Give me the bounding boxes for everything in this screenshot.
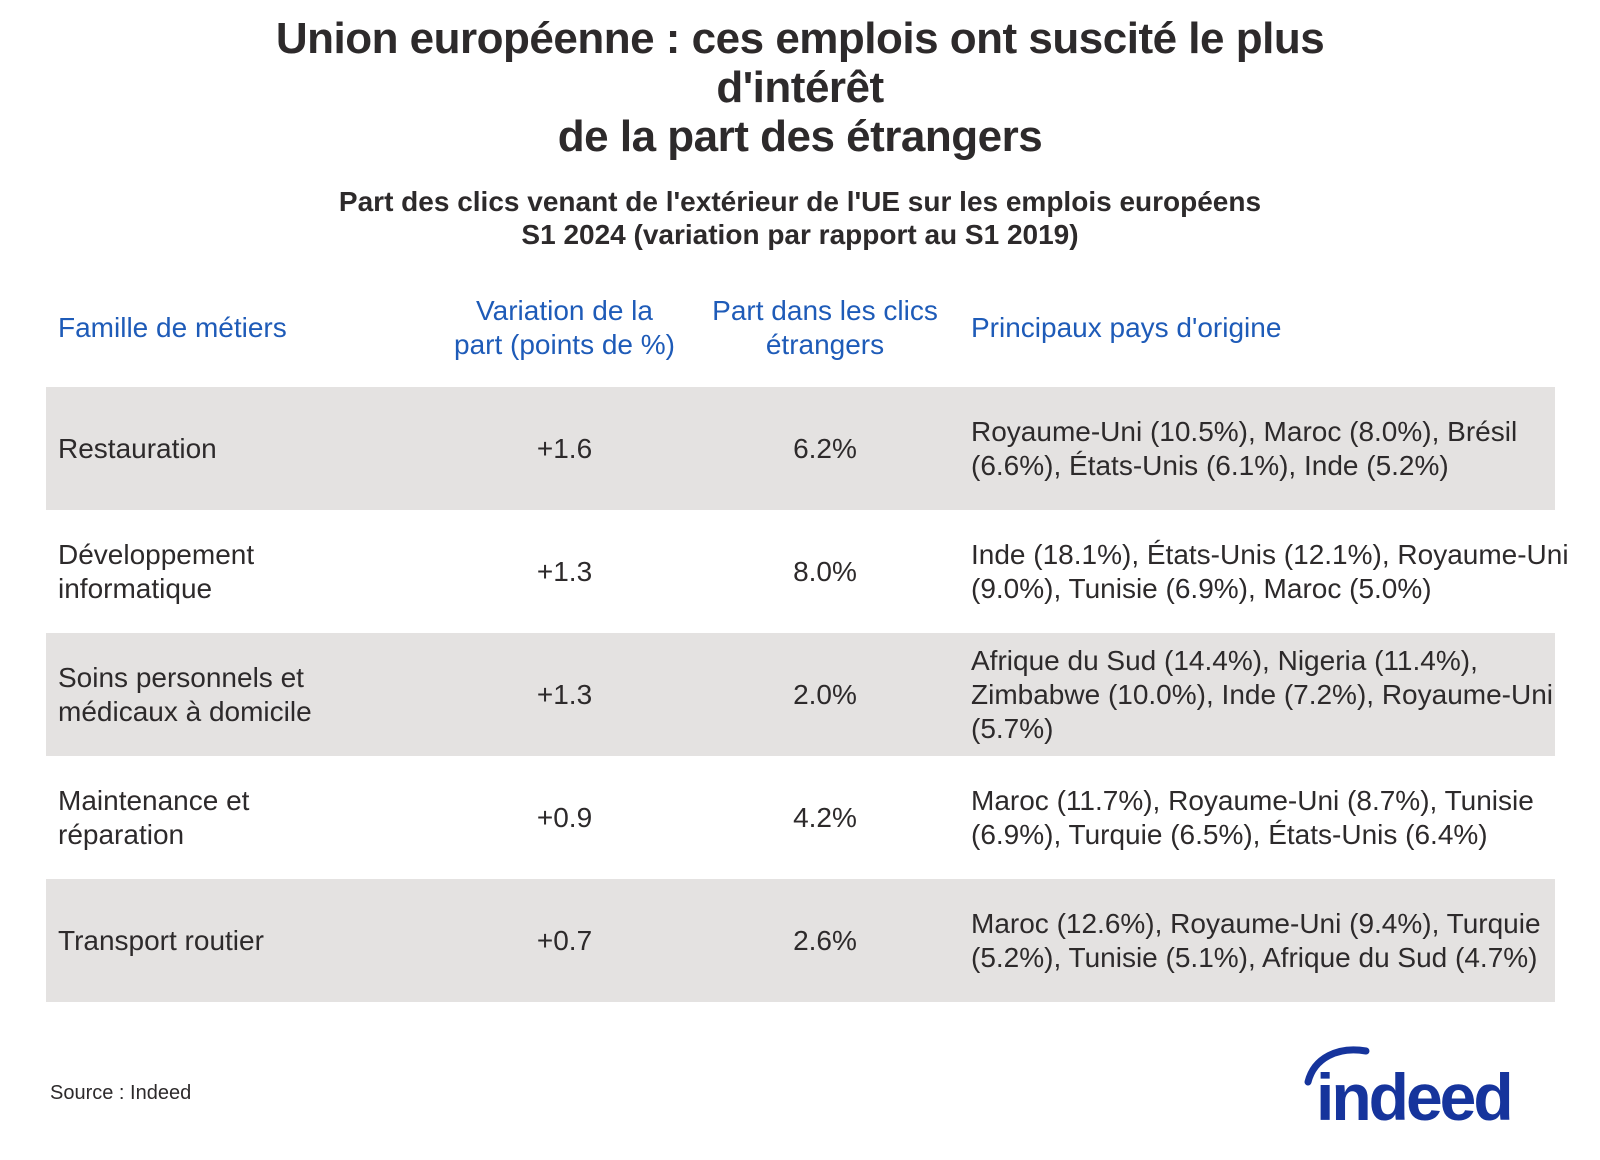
cell-family: Restauration: [58, 432, 217, 464]
jobs-table: Famille de métiers Variation de la part …: [46, 269, 1569, 1002]
column-header-family: Famille de métiers: [58, 312, 287, 343]
cell-countries: Maroc (12.6%), Royaume-Uni (9.4%), Turqu…: [971, 907, 1541, 973]
cell-family: Développement informatique: [58, 538, 255, 604]
cell-variation: +0.7: [536, 924, 593, 956]
title-line-1: Union européenne : ces emplois ont susci…: [275, 14, 1325, 63]
cell-family: Maintenance et réparation: [58, 784, 250, 850]
subtitle-line-1: Part des clics venant de l'extérieur de …: [338, 186, 1262, 217]
indeed-logo-graphic: indeed: [1304, 1046, 1514, 1134]
table-row: Transport routier +0.7 2.6% Maroc (12.6%…: [46, 879, 1555, 1002]
cell-family: Soins personnels et médicaux à domicile: [58, 661, 312, 727]
table-header-row: Famille de métiers Variation de la part …: [46, 269, 1555, 387]
indeed-logo-text: indeed: [1316, 1060, 1511, 1134]
indeed-logo: indeed: [1302, 1042, 1532, 1139]
source-note: Source : Indeed: [50, 1082, 192, 1104]
cell-variation: +1.3: [536, 678, 593, 710]
cell-share: 8.0%: [793, 555, 857, 587]
table-row: Maintenance et réparation +0.9 4.2% Maro…: [46, 756, 1555, 879]
title-line-2: d'intérêt: [716, 63, 884, 112]
table-row: Soins personnels et médicaux à domicile …: [46, 633, 1555, 756]
table-row: Restauration +1.6 6.2% Royaume-Uni (10.5…: [46, 387, 1555, 510]
cell-share: 2.0%: [793, 678, 857, 710]
infographic-page: Union européenne : ces emplois ont susci…: [0, 14, 1600, 1160]
cell-variation: +1.6: [536, 432, 593, 464]
cell-share: 6.2%: [793, 432, 857, 464]
cell-share: 4.2%: [793, 801, 857, 833]
cell-family: Transport routier: [58, 924, 264, 956]
cell-variation: +1.3: [536, 555, 593, 587]
cell-countries: Afrique du Sud (14.4%), Nigeria (11.4%),…: [971, 644, 1554, 744]
cell-countries: Maroc (11.7%), Royaume-Uni (8.7%), Tunis…: [971, 784, 1534, 850]
title-line-3: de la part des étrangers: [557, 112, 1043, 161]
column-header-share: Part dans les clics étrangers: [712, 295, 938, 360]
column-header-variation: Variation de la part (points de %): [454, 295, 675, 360]
cell-share: 2.6%: [793, 924, 857, 956]
cell-variation: +0.9: [536, 801, 593, 833]
indeed-logo-arc-icon: [1304, 1046, 1370, 1086]
page-subtitle: Part des clics venant de l'extérieur de …: [0, 185, 1600, 251]
subtitle-line-2: S1 2024 (variation par rapport au S1 201…: [521, 219, 1079, 250]
table-row: Développement informatique +1.3 8.0% Ind…: [46, 510, 1569, 633]
column-header-countries: Principaux pays d'origine: [971, 312, 1282, 343]
cell-countries: Royaume-Uni (10.5%), Maroc (8.0%), Brési…: [971, 415, 1518, 481]
page-title: Union européenne : ces emplois ont susci…: [0, 14, 1600, 161]
cell-countries: Inde (18.1%), États-Unis (12.1%), Royaum…: [971, 538, 1569, 604]
